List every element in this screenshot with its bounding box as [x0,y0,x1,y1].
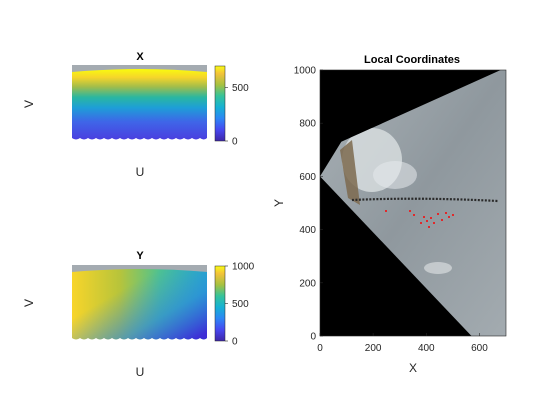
colorbar-tick-label: 1000 [232,262,255,273]
subplot-y-colorbar [214,265,226,342]
x-tick-label: 400 [418,343,435,354]
subplot-local-ylabel: Y [272,199,286,207]
subplot-y-surface-overlay [72,269,207,340]
x-tick-label: 200 [365,343,382,354]
subplot-x-surface [72,69,207,140]
colorbar-tick-label: 0 [232,337,238,348]
subplot-x-xlabel: U [136,165,145,179]
colorbar-tick-label: 500 [232,83,249,94]
y-tick-label: 200 [299,278,316,289]
subplot-x-colorbar [214,65,226,142]
subplot-x: X U V 0 500 [22,51,249,179]
subplot-y-xlabel: U [136,365,145,379]
subplot-local-xticks: 0 200 400 600 [317,333,488,354]
x-tick-label: 0 [317,343,323,354]
subplot-y: Y U V 0 500 1000 [22,250,255,379]
y-tick-label: 800 [299,119,316,130]
subplot-local-xlabel: X [409,361,417,375]
y-tick-label: 0 [310,332,316,343]
subplot-x-title: X [136,51,144,63]
subplot-x-colorbar-ticks: 0 500 [225,83,249,148]
y-tick-label: 1000 [294,66,317,77]
subplot-x-ylabel: V [22,100,36,108]
y-tick-label: 600 [299,172,316,183]
x-tick-label: 600 [471,343,488,354]
subplot-y-ylabel: V [22,299,36,307]
subplot-local-axes-box [319,69,507,337]
colorbar-tick-label: 0 [232,137,238,148]
subplot-y-colorbar-ticks: 0 500 1000 [225,262,255,348]
y-tick-label: 400 [299,225,316,236]
snow-patch [373,161,417,189]
red-markers [385,210,454,228]
terrain-edge [340,140,360,205]
snow-patch [424,262,452,274]
ridge-line [351,197,499,203]
subplot-local-yticks: 0 200 400 600 800 1000 [294,66,323,343]
subplot-local-title: Local Coordinates [364,54,460,66]
colorbar-tick-label: 500 [232,299,249,310]
subplot-local-coordinates: Local Coordinates 0 200 400 600 0 200 400 600 8… [272,54,507,375]
subplot-y-title: Y [136,250,144,262]
